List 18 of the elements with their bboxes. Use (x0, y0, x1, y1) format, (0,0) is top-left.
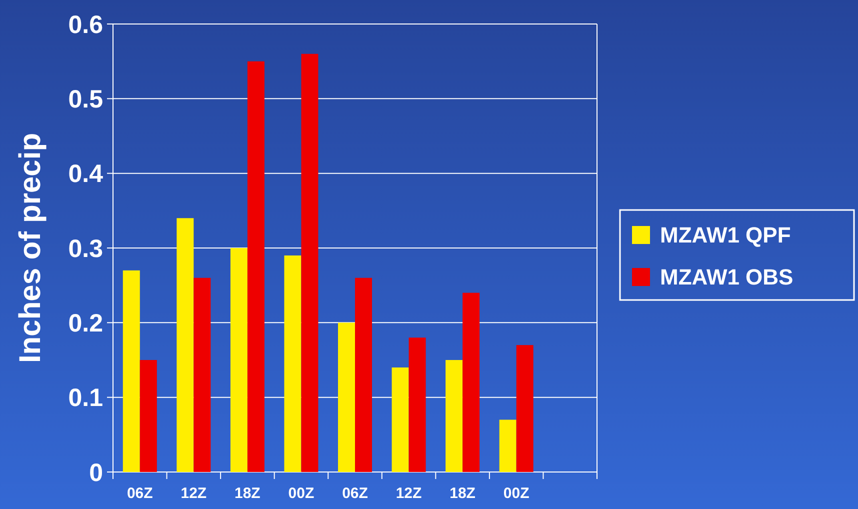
x-tick-label: 00Z (288, 485, 314, 502)
y-tick-label: 0.2 (68, 309, 103, 338)
y-tick-label: 0.1 (68, 384, 104, 412)
x-tick-label: 18Z (234, 485, 260, 502)
y-tick-label: 0 (89, 458, 103, 487)
x-tick-label: 06Z (126, 485, 153, 502)
x-tick-label: 12Z (180, 485, 207, 502)
x-tick-label: 18Z (450, 485, 476, 502)
y-tick-label: 0.6 (68, 10, 103, 39)
x-tick-label: 06Z (342, 485, 368, 502)
y-tick-label: 0.5 (68, 85, 104, 114)
legend-label: MZAW1 OBS (660, 264, 794, 290)
y-tick-label: 0.3 (68, 234, 103, 263)
legend-label: MZAW1 QPF (660, 222, 791, 248)
x-tick-label: 00Z (503, 485, 530, 502)
x-tick-label: 12Z (396, 485, 422, 502)
y-tick-label: 0.4 (68, 160, 104, 188)
y-axis-title: Inches of precip (14, 132, 47, 364)
